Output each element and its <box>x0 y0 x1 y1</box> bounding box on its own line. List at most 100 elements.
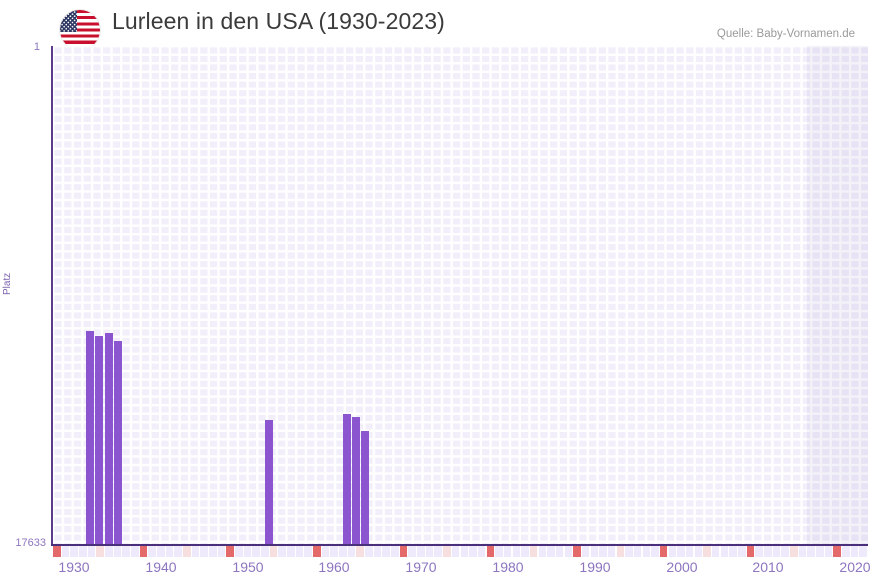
bar-1935[interactable] <box>104 333 113 544</box>
x-tick-2000: 2000 <box>666 559 698 575</box>
x-tick-1970: 1970 <box>405 559 437 575</box>
heat-cell-1958 <box>295 546 304 557</box>
heat-cell-2022 <box>850 546 859 557</box>
heat-cell-1931 <box>61 546 70 557</box>
bar-1934[interactable] <box>95 336 104 544</box>
heat-cell-1964 <box>347 546 356 557</box>
heat-cell-1974 <box>434 546 443 557</box>
heat-cell-1961 <box>321 546 330 557</box>
heat-cell-1991 <box>581 546 590 557</box>
x-tick-2020: 2020 <box>839 559 871 575</box>
heat-cell-1934 <box>87 546 96 557</box>
x-axis-tick-labels: 1930 1940 1950 1960 1970 1980 1990 2000 2010 2020 <box>0 559 873 585</box>
page-title: Lurleen in den USA (1930-2023) <box>112 8 445 34</box>
heat-cell-1935 <box>96 546 104 557</box>
year-heat-strip <box>53 546 868 557</box>
heat-cell-1951 <box>235 546 243 557</box>
bar-1936[interactable] <box>113 341 122 544</box>
shaded-future-region <box>807 46 868 544</box>
heat-cell-1959 <box>304 546 312 557</box>
heat-cell-1965 <box>356 546 365 557</box>
y-axis-line <box>51 46 53 545</box>
heat-cell-2007 <box>720 546 729 557</box>
us-flag-icon <box>60 10 100 50</box>
heat-cell-2023 <box>859 546 867 557</box>
heat-cell-1938 <box>122 546 130 557</box>
heat-cell-2015 <box>789 546 798 557</box>
heat-cell-1985 <box>529 546 538 557</box>
heat-cell-2001 <box>668 546 677 557</box>
y-axis-title: Platz <box>2 272 13 295</box>
heat-cell-1968 <box>382 546 391 557</box>
heat-cell-2000 <box>659 546 668 557</box>
heat-cell-2004 <box>694 546 703 557</box>
heat-cell-1950 <box>226 546 234 557</box>
heat-cell-1932 <box>70 546 78 557</box>
heat-cell-1954 <box>261 546 269 557</box>
x-tick-1990: 1990 <box>579 559 611 575</box>
heat-cell-1955 <box>269 546 278 557</box>
heat-cell-2010 <box>746 546 755 557</box>
bar-1966[interactable] <box>351 417 360 544</box>
heat-cell-1979 <box>477 546 486 557</box>
heat-cell-1966 <box>365 546 373 557</box>
x-tick-2010: 2010 <box>752 559 784 575</box>
heat-cell-1978 <box>469 546 477 557</box>
heat-cell-1996 <box>625 546 633 557</box>
heat-cell-1953 <box>252 546 260 557</box>
heat-cell-1945 <box>183 546 191 557</box>
x-tick-1960: 1960 <box>318 559 350 575</box>
x-tick-1940: 1940 <box>145 559 177 575</box>
heat-cell-1982 <box>503 546 512 557</box>
heat-cell-1939 <box>131 546 139 557</box>
bar-1965[interactable] <box>342 414 351 544</box>
heat-cell-1947 <box>200 546 208 557</box>
heat-cell-2008 <box>729 546 737 557</box>
heat-cell-1972 <box>417 546 425 557</box>
flag-canton <box>60 10 77 32</box>
heat-cell-1986 <box>538 546 547 557</box>
heat-cell-1969 <box>391 546 399 557</box>
heat-cell-2016 <box>798 546 807 557</box>
x-tick-1930: 1930 <box>58 559 90 575</box>
heat-cell-2002 <box>677 546 685 557</box>
heat-cell-1933 <box>79 546 87 557</box>
bar-1933[interactable] <box>86 331 95 544</box>
heat-cell-1992 <box>590 546 599 557</box>
heat-cell-2006 <box>711 546 720 557</box>
heat-cell-1984 <box>521 546 529 557</box>
heat-cell-1998 <box>642 546 651 557</box>
y-axis-tick-top: 1 <box>33 41 40 53</box>
heat-cell-1936 <box>105 546 113 557</box>
heat-cell-1952 <box>243 546 252 557</box>
bar-1967[interactable] <box>361 431 370 544</box>
x-tick-1950: 1950 <box>232 559 264 575</box>
heat-cell-1990 <box>573 546 581 557</box>
heat-cell-1977 <box>460 546 469 557</box>
heat-cell-1967 <box>373 546 382 557</box>
heat-cell-2013 <box>772 546 781 557</box>
heat-cell-2005 <box>703 546 711 557</box>
x-axis-line <box>51 544 868 546</box>
heat-cell-1948 <box>209 546 217 557</box>
heat-cell-1987 <box>547 546 555 557</box>
heat-cell-1963 <box>339 546 347 557</box>
heat-cell-1989 <box>564 546 573 557</box>
heat-cell-1973 <box>425 546 434 557</box>
heat-cell-2011 <box>755 546 763 557</box>
heat-cell-2003 <box>685 546 694 557</box>
heat-cell-1980 <box>486 546 495 557</box>
heat-cell-1957 <box>287 546 295 557</box>
source-label: Quelle: Baby-Vornamen.de <box>716 28 855 40</box>
heat-cell-1962 <box>330 546 338 557</box>
x-tick-1980: 1980 <box>492 559 524 575</box>
heat-cell-2019 <box>824 546 833 557</box>
y-axis-tick-bottom: 17633 <box>15 537 46 549</box>
bar-1954[interactable] <box>265 420 274 544</box>
heat-cell-1949 <box>217 546 226 557</box>
heat-cell-1943 <box>165 546 174 557</box>
heat-cell-2021 <box>841 546 850 557</box>
heat-cell-1995 <box>616 546 625 557</box>
plot-area <box>53 46 868 544</box>
heat-cell-1975 <box>443 546 451 557</box>
